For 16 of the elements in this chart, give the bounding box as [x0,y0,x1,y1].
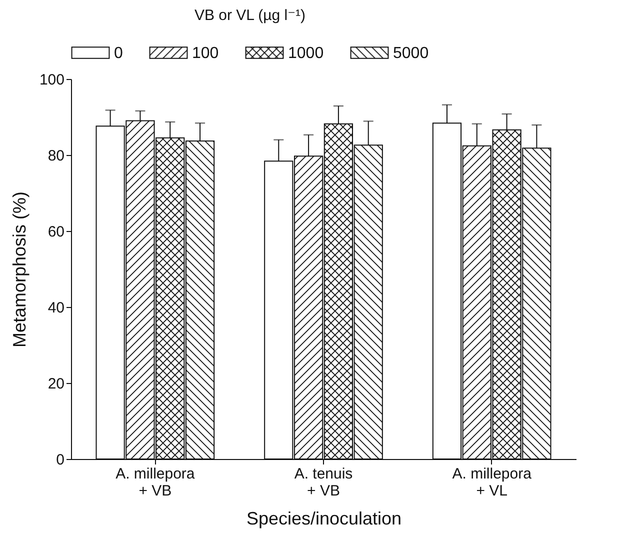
x-tick-label: A. millepora + VL [452,466,532,500]
x-axis-title: Species/inoculation [246,508,402,528]
legend-title: VB or VL (µg l⁻¹) [194,7,306,24]
y-tick-label: 60 [48,224,64,240]
y-axis-title: Metamorphosis (%) [9,191,30,348]
x-tick-label: A. millepora + VB [116,466,196,500]
legend-label: 100 [192,44,219,62]
legend-label: 1000 [288,44,324,62]
y-tick-label: 80 [48,148,64,164]
y-tick-label: 0 [56,452,64,468]
y-tick-label: 20 [48,376,64,392]
x-tick-label: A. tenuis + VB [294,466,353,500]
y-tick-label: 40 [48,300,64,316]
legend-label: 5000 [393,44,429,62]
legend-label: 0 [114,44,123,62]
y-tick-label: 100 [39,72,64,88]
